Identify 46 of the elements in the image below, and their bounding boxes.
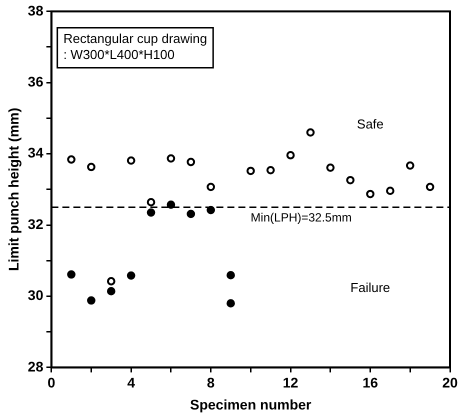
point [206, 182, 216, 192]
y-tick-label: 32 [28, 216, 44, 232]
point [366, 190, 374, 198]
x-tick-label: 12 [282, 374, 299, 391]
point [226, 299, 235, 308]
point [326, 163, 335, 172]
y-tick-label: 28 [28, 358, 44, 374]
x-tick-label: 16 [362, 374, 378, 391]
point [126, 156, 136, 165]
point [426, 182, 434, 192]
point [186, 158, 196, 166]
x-tick-label: 20 [442, 374, 458, 391]
point [386, 186, 394, 196]
point [87, 162, 96, 172]
x-tick-label: 0 [47, 374, 56, 391]
annotation: Failure [350, 280, 390, 296]
point [226, 270, 235, 280]
x-tick-label: 8 [206, 374, 215, 391]
point [286, 151, 295, 160]
point [67, 270, 76, 279]
point [206, 206, 216, 214]
point [106, 287, 116, 296]
point [166, 200, 176, 209]
annotation: Safe [356, 116, 384, 132]
point [126, 271, 136, 280]
x-tick-label: 4 [127, 374, 136, 391]
point [346, 176, 355, 184]
point [306, 128, 315, 137]
y-tick-label: 34 [28, 144, 44, 161]
point [146, 198, 156, 206]
ref-line-label: Min(LPH)=32.5mm [250, 210, 352, 225]
point [266, 166, 275, 174]
point [186, 210, 196, 218]
x-axis-title: Specimen number [190, 396, 312, 412]
point [246, 166, 255, 176]
point [87, 296, 96, 305]
point [166, 154, 176, 163]
point [67, 155, 76, 164]
point [406, 161, 414, 170]
annotation: Rectangular cup drawing : W300*L400*H100 [63, 30, 208, 62]
point [106, 277, 116, 286]
y-tick-label: 38 [28, 2, 44, 18]
y-tick-label: 36 [28, 73, 44, 90]
y-axis-title: Limit punch height (mm) [5, 108, 22, 272]
y-tick-label: 30 [28, 287, 44, 304]
point [146, 208, 156, 217]
